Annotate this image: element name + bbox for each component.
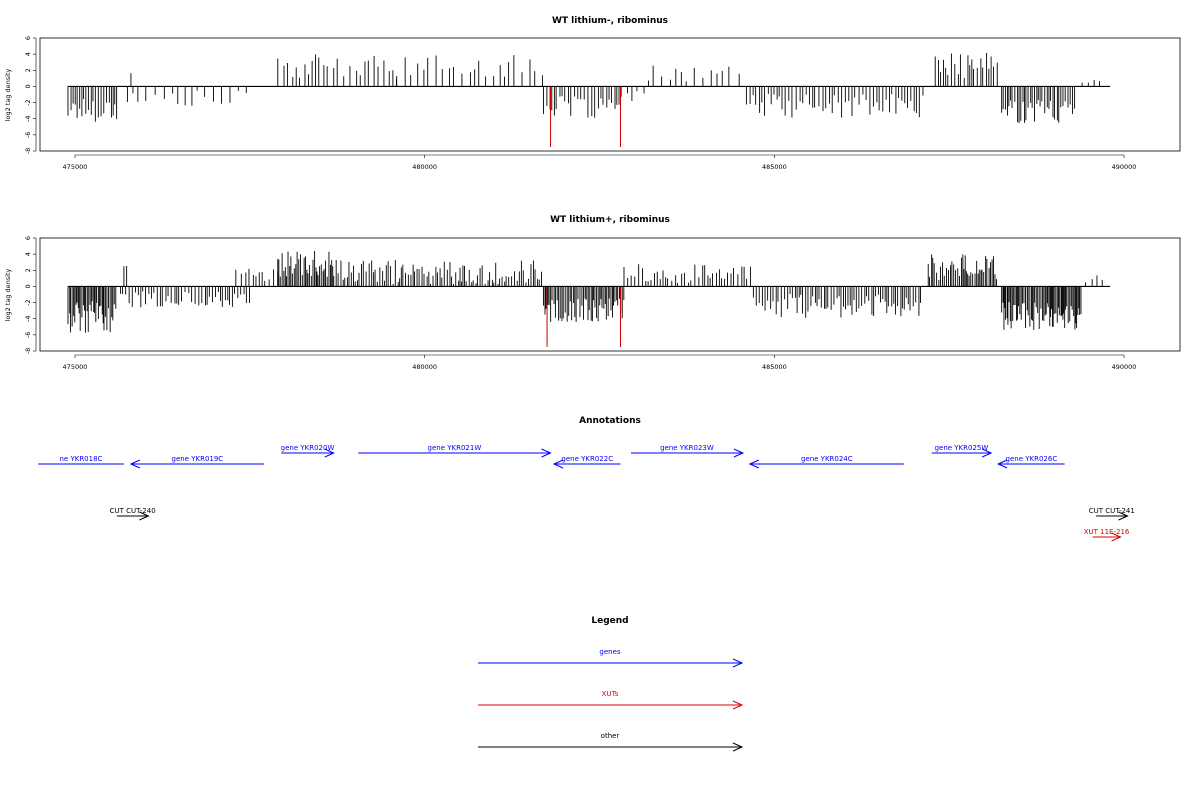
annotation-feature[interactable]: gene YKR022C	[552, 455, 621, 469]
y-tick-label: 6	[24, 36, 32, 40]
y-tick-label: -2	[24, 99, 32, 105]
annotation-features: ne YKR018C gene YKR019C gene YKR020W gene Y…	[38, 444, 1135, 542]
annotation-feature[interactable]: gene YKR019C	[129, 455, 264, 469]
feature-label: gene YKR021W	[428, 444, 482, 452]
annotations-panel: Annotations ne YKR018C gene YKR019C gene Y…	[38, 416, 1135, 542]
y-tick-label: 0	[24, 84, 32, 88]
feature-label: gene YKR025W	[935, 444, 989, 452]
annotation-feature[interactable]: gene YKR026C	[996, 455, 1065, 469]
feature-arrowhead	[733, 448, 745, 458]
density-panel-lithium-minus: WT lithium-, ribominus log2 tag density …	[4, 16, 1181, 171]
feature-arrowhead	[996, 459, 1008, 469]
panel-title: WT lithium+, ribominus	[550, 215, 670, 225]
x-axis: 475000 480000 485000 490000	[63, 354, 1137, 371]
feature-label: gene YKR020W	[281, 444, 335, 452]
feature-label: gene YKR026C	[1006, 455, 1058, 463]
annotation-feature[interactable]: XUT 11E-216	[1084, 528, 1130, 542]
annotation-feature[interactable]: CUT CUT-241	[1089, 507, 1135, 521]
y-tick-label: -8	[24, 148, 32, 154]
feature-arrowhead	[1111, 532, 1122, 542]
annotations-title: Annotations	[579, 416, 641, 426]
y-axis: 6 4 2 0 -2 -4 -6 -8	[24, 236, 37, 354]
feature-label: XUT 11E-216	[1084, 528, 1130, 536]
y-tick-label: -6	[24, 132, 32, 138]
plot-frame	[39, 237, 1181, 352]
x-tick-label: 485000	[762, 363, 787, 371]
feature-label: gene YKR019C	[172, 455, 224, 463]
annotation-feature[interactable]: ne YKR018C	[38, 455, 124, 465]
feature-arrowhead	[129, 459, 141, 469]
feature-arrowhead	[748, 459, 760, 469]
annotation-feature[interactable]: gene YKR024C	[748, 455, 904, 469]
y-tick-label: -6	[24, 332, 32, 338]
panel-title: WT lithium-, ribominus	[552, 16, 668, 26]
x-tick-label: 475000	[63, 363, 88, 371]
plot-frame	[39, 37, 1181, 152]
y-tick-label: -4	[24, 315, 32, 321]
annotation-feature[interactable]: gene YKR025W	[931, 444, 993, 458]
y-axis-label: log2 tag density	[4, 269, 12, 322]
x-tick-label: 485000	[762, 163, 787, 171]
feature-label: ne YKR018C	[59, 455, 102, 463]
feature-label: gene YKR024C	[801, 455, 853, 463]
annotation-feature[interactable]: gene YKR020W	[281, 444, 335, 458]
annotation-feature[interactable]: gene YKR021W	[358, 444, 552, 458]
x-tick-label: 490000	[1112, 363, 1137, 371]
feature-label: gene YKR022C	[561, 455, 613, 463]
y-tick-label: -8	[24, 348, 32, 354]
legend-item: XUTs	[478, 690, 744, 710]
feature-label: gene YKR023W	[660, 444, 714, 452]
legend-title: Legend	[591, 616, 628, 626]
legend-arrowhead	[732, 742, 744, 752]
y-tick-label: 2	[24, 68, 32, 72]
legend-arrowhead	[732, 658, 744, 668]
feature-arrowhead	[552, 459, 564, 469]
annotation-feature[interactable]: CUT CUT-240	[110, 507, 156, 521]
feature-arrowhead	[541, 448, 552, 458]
feature-label: CUT CUT-240	[110, 507, 156, 515]
x-tick-label: 475000	[63, 163, 88, 171]
legend: Legend genes XUTs other	[478, 616, 744, 752]
bar-group	[67, 52, 1111, 147]
legend-item: other	[478, 732, 744, 752]
feature-arrowhead	[139, 511, 150, 521]
x-tick-label: 480000	[412, 163, 437, 171]
annotation-feature[interactable]: gene YKR023W	[630, 444, 745, 458]
feature-arrowhead	[981, 448, 993, 458]
y-tick-label: 2	[24, 268, 32, 272]
x-tick-label: 490000	[1112, 163, 1137, 171]
legend-arrowhead	[732, 700, 744, 710]
legend-items: genes XUTs other	[478, 648, 744, 752]
legend-label: genes	[599, 648, 620, 656]
y-tick-label: 0	[24, 284, 32, 288]
x-tick-label: 480000	[412, 363, 437, 371]
y-tick-label: -2	[24, 299, 32, 305]
feature-arrowhead	[324, 448, 335, 458]
legend-label: other	[601, 732, 620, 740]
y-axis: 6 4 2 0 -2 -4 -6 -8	[24, 36, 37, 154]
y-tick-label: 4	[24, 252, 32, 256]
density-panel-lithium-plus: WT lithium+, ribominus log2 tag density …	[4, 215, 1181, 371]
y-tick-label: 6	[24, 236, 32, 240]
y-tick-label: -4	[24, 115, 32, 121]
bar-group	[67, 250, 1111, 347]
y-tick-label: 4	[24, 52, 32, 56]
feature-label: CUT CUT-241	[1089, 507, 1135, 515]
feature-arrowhead	[1118, 511, 1129, 521]
legend-label: XUTs	[602, 690, 619, 698]
legend-item: genes	[478, 648, 744, 668]
x-axis: 475000 480000 485000 490000	[63, 154, 1137, 171]
y-axis-label: log2 tag density	[4, 69, 12, 122]
